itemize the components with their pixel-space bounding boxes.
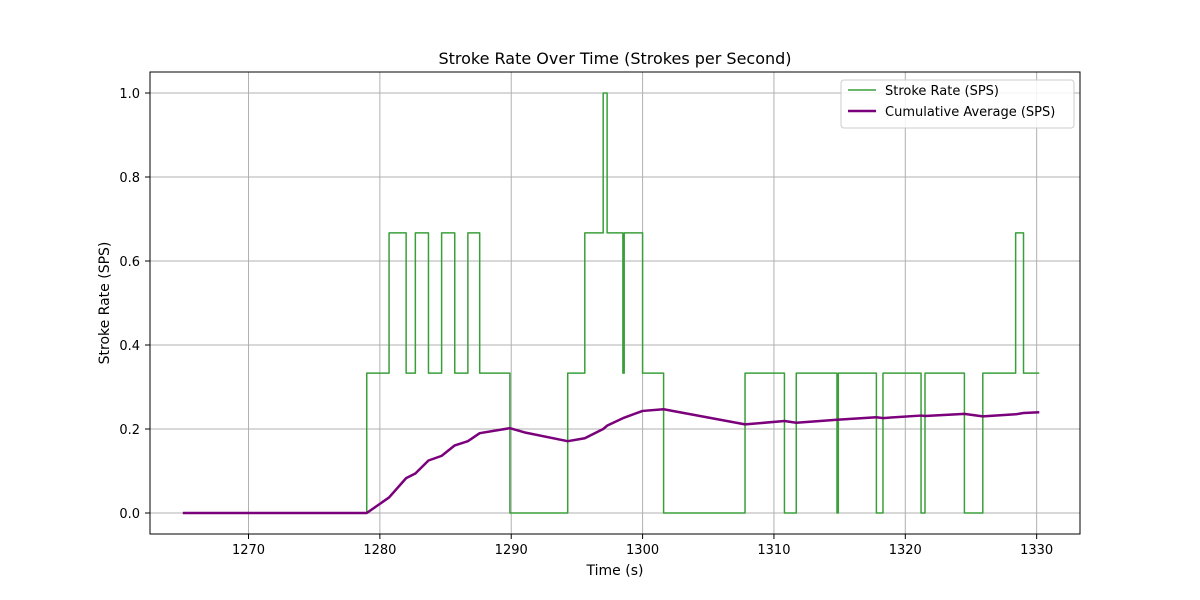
chart-title: Stroke Rate Over Time (Strokes per Secon… <box>438 49 791 68</box>
y-tick-label: 1.0 <box>119 87 140 102</box>
y-tick-label: 0.6 <box>119 255 140 270</box>
cumulative-average-series-line <box>182 408 1040 515</box>
plot-frame <box>149 71 1081 535</box>
x-tick-label: 1270 <box>232 543 265 558</box>
x-tick-label: 1280 <box>363 543 396 558</box>
series-lines <box>182 92 1040 515</box>
y-tick-label: 0.8 <box>119 171 140 186</box>
legend-box <box>840 79 1075 129</box>
x-tick-label: 1330 <box>1020 543 1053 558</box>
legend-label-cumulative-average: Cumulative Average (SPS) <box>885 105 1055 120</box>
x-tick-label: 1290 <box>495 543 528 558</box>
x-tick-label: 1300 <box>626 543 659 558</box>
x-axis-ticks: 1270 1280 1290 1300 1310 1320 1330 <box>232 534 1053 558</box>
x-axis-label: Time (s) <box>586 563 644 579</box>
x-tick-label: 1320 <box>889 543 922 558</box>
y-tick-label: 0.2 <box>119 423 140 438</box>
legend: Stroke Rate (SPS) Cumulative Average (SP… <box>840 79 1075 129</box>
legend-label-stroke-rate: Stroke Rate (SPS) <box>885 84 999 99</box>
y-axis-ticks: 0.0 0.2 0.4 0.6 0.8 1.0 <box>119 87 150 522</box>
stroke-rate-series-line <box>182 92 1040 514</box>
y-tick-label: 0.4 <box>119 339 140 354</box>
x-tick-label: 1310 <box>757 543 790 558</box>
y-axis-label: Stroke Rate (SPS) <box>97 242 113 365</box>
y-tick-label: 0.0 <box>119 507 140 522</box>
grid-lines <box>150 72 1080 534</box>
